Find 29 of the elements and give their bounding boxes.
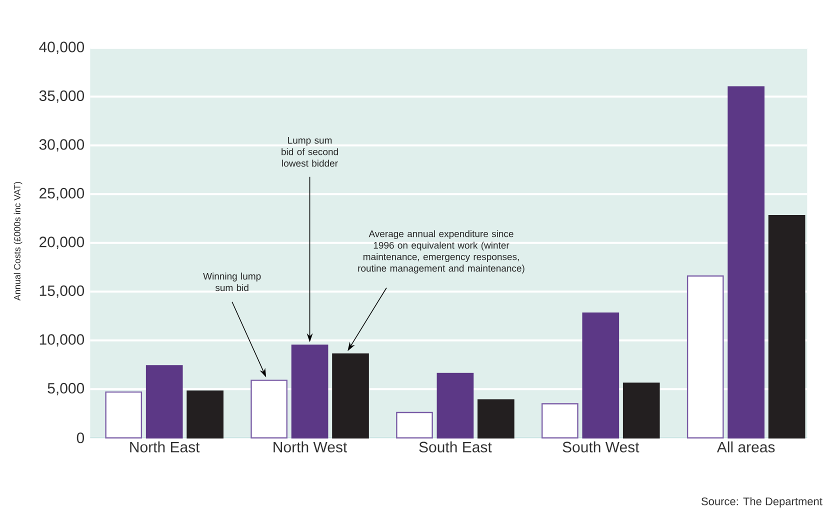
y-tick-label: 25,000 <box>40 188 84 200</box>
y-tick-label: 30,000 <box>39 139 84 152</box>
y-tick-label: 15,000 <box>40 285 84 298</box>
annotation: Average annual expenditure since 1996 on equivalent work (winter maintenance, emergency responses, routine management and maintenance) <box>358 230 524 274</box>
x-tick-label: North East <box>130 441 200 452</box>
x-tick-label: All areas <box>716 441 775 452</box>
bar <box>728 86 764 438</box>
bar <box>146 365 183 438</box>
x-tick-label: North West <box>274 441 348 452</box>
bar <box>186 390 224 438</box>
y-tick-label: 0 <box>76 432 84 444</box>
y-tick-label: 35,000 <box>39 90 84 103</box>
bar <box>582 312 620 438</box>
y-axis-title: Annual Costs (£000s inc VAT) <box>14 182 22 301</box>
bar <box>622 382 660 438</box>
bar <box>768 214 806 438</box>
source-note: Source: The Department <box>702 497 822 508</box>
y-tick-label: 10,000 <box>40 334 84 347</box>
y-tick-label: 20,000 <box>40 236 84 250</box>
y-tick-label: 5,000 <box>48 382 84 396</box>
bar <box>332 353 369 438</box>
x-tick-label: South East <box>419 441 492 452</box>
bar <box>291 344 328 438</box>
bar <box>478 399 514 438</box>
bar <box>436 372 474 438</box>
y-tick-label: 40,000 <box>39 42 84 54</box>
annotation: Winning lump sum bid <box>203 272 261 292</box>
x-tick-label: South West <box>562 441 640 452</box>
annotation: Lump sum bid of second lowest bidder <box>282 137 338 167</box>
